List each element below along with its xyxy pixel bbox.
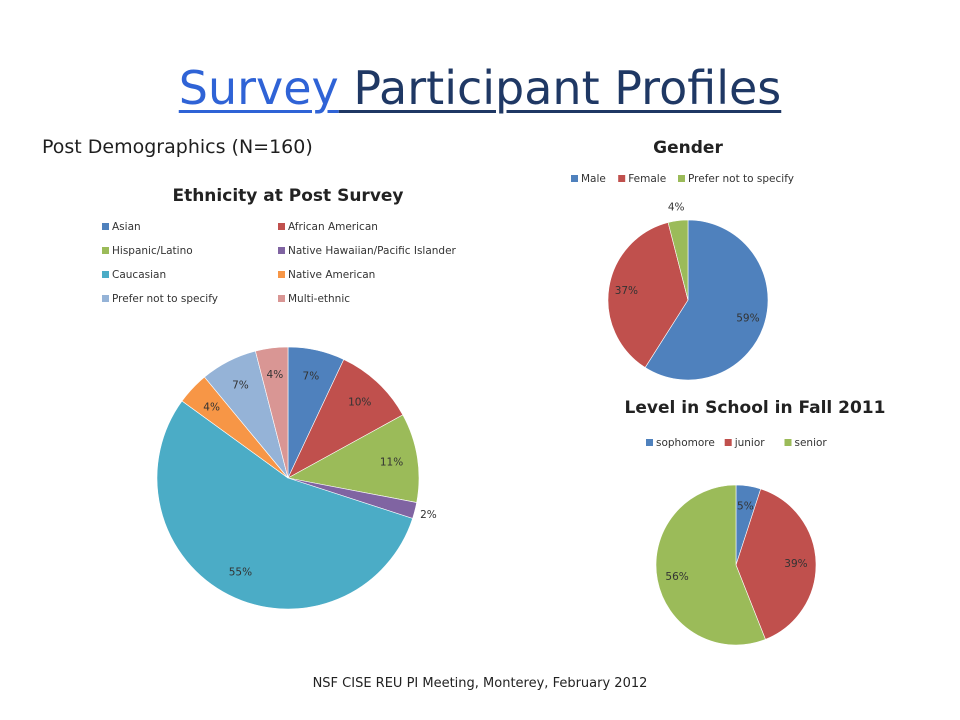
pie-slice-junior xyxy=(735,488,817,640)
legend-label-multi-ethnic: Multi-ethnic xyxy=(288,293,350,305)
legend-label-native-hawaiian-pacific-islander: Native Hawaiian/Pacific Islander xyxy=(288,245,457,257)
legend-swatch-asian xyxy=(102,223,109,230)
legend-swatch-junior xyxy=(724,439,732,446)
legend-swatch-female xyxy=(618,175,626,182)
pie-slice-prefer-not-to-specify xyxy=(667,219,689,301)
legend-swatch-caucasian xyxy=(102,271,109,278)
data-label-caucasian: 55% xyxy=(229,566,252,578)
slide-footer: NSF CISE REU PI Meeting, Monterey, Febru… xyxy=(312,676,648,691)
legend-swatch-senior xyxy=(784,439,792,446)
title-rest: Participant Profiles xyxy=(338,61,782,115)
pie-slice-multi-ethnic xyxy=(255,346,289,479)
chart-title: Gender xyxy=(653,138,723,158)
pie-slice-senior xyxy=(655,484,766,646)
legend-swatch-african-american xyxy=(278,223,285,230)
data-label-male: 59% xyxy=(736,312,759,324)
data-label-prefer-not-to-specify: 4% xyxy=(668,202,685,214)
legend-swatch-prefer-not-to-specify xyxy=(102,295,109,302)
data-label-african-american: 10% xyxy=(348,397,371,409)
legend-swatch-multi-ethnic xyxy=(278,295,285,302)
pie-slice-caucasian xyxy=(156,400,413,610)
legend-label-asian: Asian xyxy=(112,221,141,233)
chart-title: Ethnicity at Post Survey xyxy=(172,186,403,206)
legend-label-prefer-not-to-specify: Prefer not to specify xyxy=(112,293,218,305)
data-label-asian: 7% xyxy=(303,371,320,383)
pie-slice-female xyxy=(607,222,689,368)
slide-subtitle: Post Demographics (N=160) xyxy=(42,136,313,158)
title-link[interactable]: Survey xyxy=(178,61,339,115)
legend-label-caucasian: Caucasian xyxy=(112,269,166,281)
pie-chart-ethnicity-at-post-survey: Ethnicity at Post Survey Asian African Ame… xyxy=(102,186,457,610)
data-label-female: 37% xyxy=(615,285,638,297)
legend-swatch-native-hawaiian-pacific-islander xyxy=(278,247,285,254)
legend-label-sophomore: sophomore xyxy=(656,437,715,449)
legend-label-female: Female xyxy=(628,173,666,185)
legend-label-junior: junior xyxy=(734,437,766,449)
slide-title: Survey Participant Profiles xyxy=(0,58,960,118)
legend-swatch-native-american xyxy=(278,271,285,278)
data-label-hispanic-latino: 11% xyxy=(380,457,403,469)
pie-slice-african-american xyxy=(287,359,404,479)
legend-swatch-hispanic-latino xyxy=(102,247,109,254)
legend-label-prefer-not-to-specify: Prefer not to specify xyxy=(688,173,794,185)
legend-label-senior: senior xyxy=(795,437,828,449)
legend-swatch-male xyxy=(571,175,578,182)
legend-label-african-american: African American xyxy=(288,221,378,233)
data-label-multi-ethnic: 4% xyxy=(267,369,284,381)
data-label-prefer-not-to-specify: 7% xyxy=(232,380,249,392)
pie-chart-level-in-school-in-fall-2011: Level in School in Fall 2011 sophomore jun… xyxy=(625,398,886,646)
data-label-junior: 39% xyxy=(784,558,807,570)
legend-label-native-american: Native American xyxy=(288,269,375,281)
legend-swatch-sophomore xyxy=(646,439,653,446)
data-label-native-hawaiian-pacific-islander: 2% xyxy=(420,509,437,521)
pie-chart-gender: Gender Male Female Prefer not to specify 59%… xyxy=(571,138,794,381)
legend-label-male: Male xyxy=(581,173,606,185)
pie-slice-hispanic-latino xyxy=(287,414,420,503)
legend-label-hispanic-latino: Hispanic/Latino xyxy=(112,245,193,257)
chart-title: Level in School in Fall 2011 xyxy=(625,398,886,418)
legend-swatch-prefer-not-to-specify xyxy=(678,175,685,182)
data-label-sophomore: 5% xyxy=(737,501,754,513)
data-label-native-american: 4% xyxy=(203,401,220,413)
data-label-senior: 56% xyxy=(665,571,688,583)
pie-slice-male xyxy=(644,219,769,381)
